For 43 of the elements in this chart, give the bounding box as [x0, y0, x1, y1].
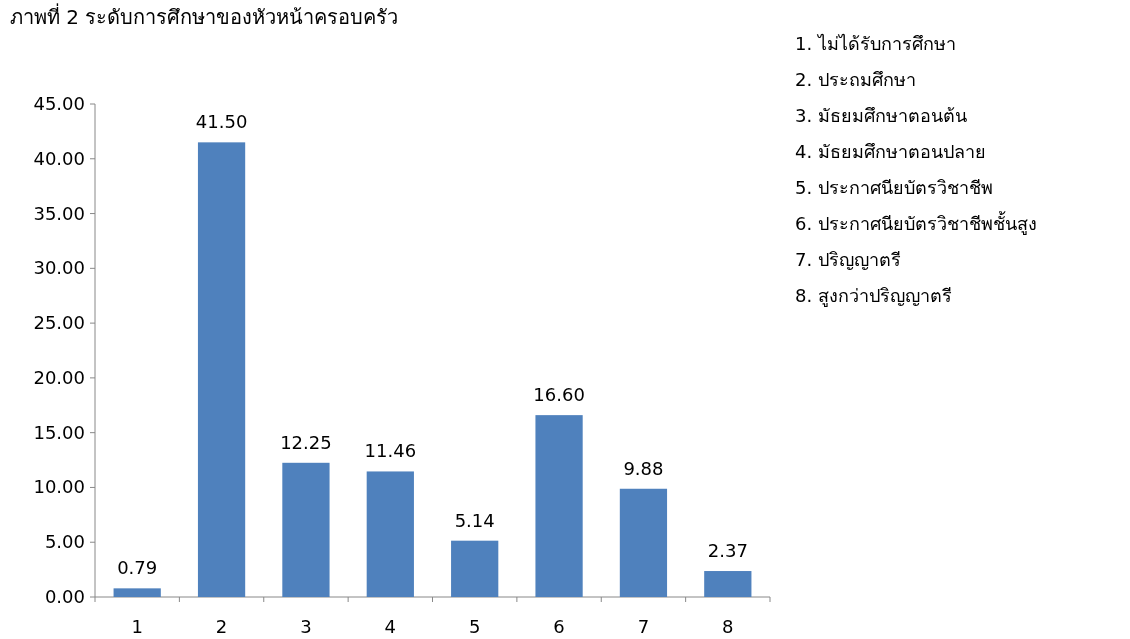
bar [282, 462, 330, 597]
text: 6. ประกาศนียบัตรวิชาชีพชั้นสูง [795, 211, 1037, 235]
x-tick-label: 8 [722, 616, 734, 637]
bar [619, 488, 668, 597]
y-tick-label: 10.00 [33, 476, 85, 498]
x-tick-label: 2 [215, 616, 228, 637]
data-label: 41.50 [195, 111, 248, 133]
text: 4. มัธยมศึกษาตอนปลาย [795, 141, 986, 162]
data-label: 5.14 [454, 509, 495, 531]
y-tick-label: 30.00 [33, 257, 85, 279]
data-label: 9.88 [623, 457, 664, 479]
y-tick-label: 45.00 [33, 93, 85, 114]
x-tick-label: 4 [384, 616, 397, 637]
chart-title: ภาพที่ 2 ระดับการศึกษาของหัวหน้าครอบครัว [10, 3, 399, 29]
text: 2. ประถมศึกษา [795, 69, 916, 90]
bar [197, 142, 246, 597]
text: 1. ไม่ได้รับการศึกษา [795, 33, 956, 54]
y-tick-label: 15.00 [33, 421, 85, 443]
y-tick-label: 40.00 [33, 147, 85, 169]
y-tick-label: 20.00 [33, 366, 85, 388]
bar [366, 471, 414, 597]
text: 5. ประกาศนียบัตรวิชาชีพ [795, 177, 993, 198]
x-tick-label: 7 [637, 616, 650, 637]
data-label: 16.60 [533, 384, 585, 406]
bar [113, 588, 161, 597]
x-tick-label: 1 [131, 616, 143, 637]
x-tick-label: 5 [468, 616, 481, 637]
y-tick-label: 0.00 [44, 586, 85, 607]
text: 7. ปริญญาตรี [795, 249, 901, 270]
text: 8. สูงกว่าปริญญาตรี [795, 285, 952, 307]
text: 3. มัธยมศึกษาตอนต้น [795, 105, 967, 126]
bar [451, 540, 499, 597]
y-tick-label: 5.00 [44, 531, 85, 553]
data-label: 2.37 [707, 540, 748, 562]
x-tick-label: 6 [553, 616, 565, 637]
bar [704, 571, 752, 597]
data-label: 12.25 [280, 431, 332, 453]
data-label: 0.79 [117, 557, 158, 579]
y-tick-label: 25.00 [33, 312, 85, 334]
data-label: 11.46 [364, 440, 417, 462]
bar [535, 415, 583, 597]
x-tick-label: 3 [300, 616, 312, 637]
y-tick-label: 35.00 [33, 202, 85, 224]
